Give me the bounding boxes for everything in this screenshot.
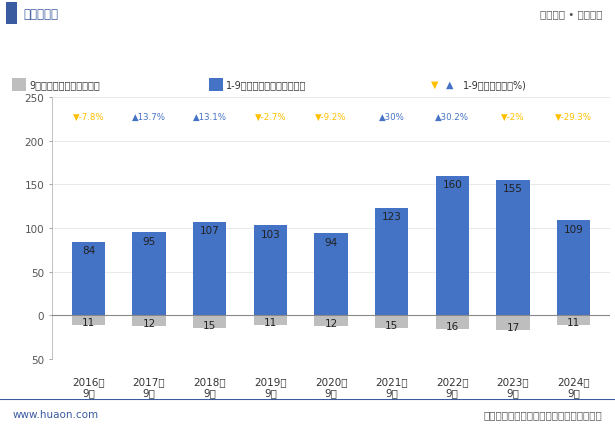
Text: ▼-2%: ▼-2%: [501, 112, 525, 121]
Bar: [193, 222, 226, 316]
Bar: [6, 3, 17, 25]
Text: www.huaon.com: www.huaon.com: [12, 409, 98, 419]
Text: 数据来源：中国海关，华经产业研究院整理: 数据来源：中国海关，华经产业研究院整理: [484, 409, 603, 419]
Text: 2016年
9月: 2016年 9月: [72, 376, 105, 397]
Bar: [375, 208, 408, 316]
Bar: [496, 181, 530, 316]
Text: 95: 95: [143, 236, 156, 246]
Bar: [72, 242, 105, 316]
Text: ▲30.2%: ▲30.2%: [435, 112, 469, 121]
Bar: [557, 221, 590, 316]
Bar: [132, 233, 165, 316]
Text: 15: 15: [385, 320, 399, 331]
Text: 专业严谨 • 客观科学: 专业严谨 • 客观科学: [540, 9, 603, 19]
Text: 103: 103: [261, 229, 280, 239]
Text: 2018年
9月: 2018年 9月: [193, 376, 226, 397]
Text: 123: 123: [382, 212, 402, 222]
Text: 160: 160: [442, 180, 462, 190]
Bar: [375, 316, 408, 329]
Bar: [209, 78, 223, 91]
Text: 2022年
9月: 2022年 9月: [436, 376, 469, 397]
Bar: [72, 316, 105, 325]
Bar: [12, 78, 26, 91]
Bar: [314, 234, 347, 316]
Text: 2023年
9月: 2023年 9月: [497, 376, 530, 397]
Bar: [435, 176, 469, 316]
Text: 2017年
9月: 2017年 9月: [133, 376, 165, 397]
Text: 109: 109: [564, 224, 584, 234]
Text: 107: 107: [200, 226, 220, 236]
Text: ▲13.7%: ▲13.7%: [132, 112, 166, 121]
Text: 2024年
9月: 2024年 9月: [557, 376, 590, 397]
Text: 2019年
9月: 2019年 9月: [254, 376, 287, 397]
Text: 华经情报网: 华经情报网: [23, 8, 58, 20]
Bar: [314, 316, 347, 326]
Text: 17: 17: [506, 322, 520, 332]
Text: 1-9月进出口总额（亿美元）: 1-9月进出口总额（亿美元）: [226, 80, 307, 90]
Text: ▼-2.7%: ▼-2.7%: [255, 112, 286, 121]
Text: 84: 84: [82, 246, 95, 256]
Text: 11: 11: [82, 317, 95, 327]
Text: 11: 11: [264, 317, 277, 327]
Text: ▼: ▼: [430, 80, 438, 90]
Text: ▼-9.2%: ▼-9.2%: [315, 112, 347, 121]
Text: ▲13.1%: ▲13.1%: [192, 112, 227, 121]
Text: 1-9月同比增速（%): 1-9月同比增速（%): [462, 80, 526, 90]
Text: 2020年
9月: 2020年 9月: [315, 376, 347, 397]
Text: 12: 12: [324, 318, 338, 328]
Text: 11: 11: [567, 317, 580, 327]
Bar: [496, 316, 530, 331]
Bar: [132, 316, 165, 326]
Text: 15: 15: [203, 320, 216, 331]
Text: 94: 94: [324, 237, 338, 247]
Bar: [557, 316, 590, 325]
Text: ▼-29.3%: ▼-29.3%: [555, 112, 592, 121]
Text: 155: 155: [503, 184, 523, 194]
Bar: [253, 316, 287, 325]
Bar: [253, 226, 287, 316]
Text: ▼-7.8%: ▼-7.8%: [73, 112, 104, 121]
Text: 12: 12: [143, 318, 156, 328]
Text: 2021年
9月: 2021年 9月: [375, 376, 408, 397]
Text: ▲: ▲: [446, 80, 453, 90]
Text: 16: 16: [446, 321, 459, 331]
Bar: [193, 316, 226, 329]
Text: 2016-2024年9月江西省外商投资企业进出口总额: 2016-2024年9月江西省外商投资企业进出口总额: [166, 41, 449, 59]
Text: ▲30%: ▲30%: [379, 112, 405, 121]
Bar: [435, 316, 469, 330]
Text: 9月进出口总额（亿美元）: 9月进出口总额（亿美元）: [30, 80, 100, 90]
